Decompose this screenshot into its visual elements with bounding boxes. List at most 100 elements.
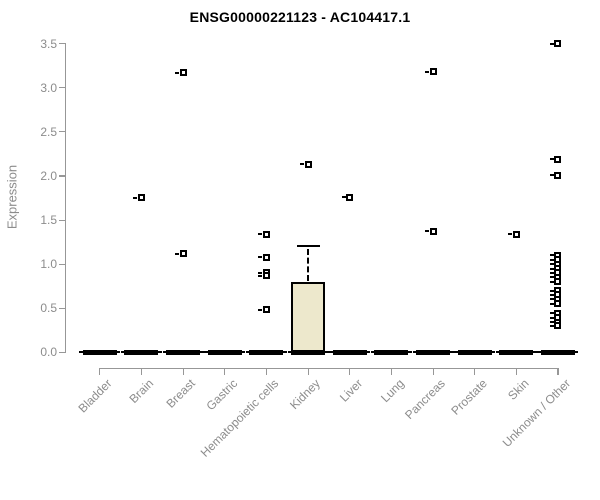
outlier-dash (425, 230, 429, 233)
median-bar (249, 349, 284, 355)
outlier-point (262, 230, 270, 238)
y-tick-mark (59, 131, 65, 133)
outlier-dash (549, 158, 554, 161)
outlier-dash (258, 256, 263, 259)
median-tail (245, 351, 250, 354)
x-tick-mark (515, 368, 517, 375)
x-axis-line (99, 368, 559, 370)
outlier-point (137, 194, 145, 202)
y-tick-label: 3.0 (40, 80, 57, 95)
outlier-dash (549, 316, 554, 319)
median-tail (120, 351, 125, 354)
median-tail (450, 351, 454, 354)
outlier-point (304, 160, 312, 168)
outlier-dash (508, 233, 513, 236)
x-tick-label: Hematopoietic cells (198, 376, 282, 460)
outlier-dash (549, 321, 554, 324)
outlier-dash (549, 267, 554, 270)
y-tick-mark (59, 219, 65, 221)
y-tick-label: 2.0 (40, 168, 57, 183)
y-axis-line (65, 43, 67, 354)
x-tick-label: Gastric (203, 376, 240, 414)
x-tick-label: Kidney (287, 376, 324, 413)
x-tick-mark (349, 368, 351, 375)
median-tail (366, 351, 371, 354)
box (291, 281, 326, 353)
median-tail (454, 351, 458, 354)
x-tick-label: Lung (377, 376, 407, 406)
median-bar (374, 349, 409, 355)
median-tail (325, 351, 329, 354)
outlier-point (262, 272, 270, 280)
outlier-dash (549, 271, 554, 274)
y-tick-mark (59, 175, 65, 177)
median-tail (537, 351, 541, 354)
outlier-dash (549, 42, 554, 45)
outlier-dash (549, 289, 554, 292)
outlier-point (554, 40, 562, 48)
outlier-point (554, 171, 562, 179)
outlier-dash (549, 258, 554, 261)
outlier-dash (549, 276, 554, 279)
whisker-line (307, 249, 310, 281)
outlier-dash (258, 233, 263, 236)
median-bar (332, 349, 367, 355)
outlier-point (429, 68, 437, 76)
outlier-point (262, 253, 270, 261)
median-tail (370, 351, 375, 354)
median-tail (200, 351, 204, 354)
x-tick-mark (99, 368, 101, 375)
x-tick-mark (474, 368, 476, 375)
outlier-dash (549, 324, 554, 327)
y-tick-label: 0.5 (40, 301, 57, 316)
y-tick-mark (59, 263, 65, 265)
outlier-dash (258, 274, 263, 277)
y-tick-label: 3.5 (40, 36, 57, 51)
x-tick-label: Skin (505, 376, 532, 403)
median-bar (499, 349, 534, 355)
outlier-dash (549, 280, 554, 283)
y-axis-title: Expression (4, 164, 20, 230)
median-bar (124, 349, 159, 355)
outlier-dash (341, 196, 346, 199)
x-tick-mark (432, 368, 434, 375)
outlier-dash (258, 271, 263, 274)
outlier-point (179, 250, 187, 258)
median-bar (416, 349, 450, 355)
outlier-dash (175, 71, 180, 74)
median-tail (204, 351, 208, 354)
y-tick-mark (59, 43, 65, 45)
outlier-point (429, 227, 437, 235)
median-bar (540, 349, 575, 355)
median-tail (283, 351, 287, 354)
outlier-dash (549, 298, 554, 301)
median-tail (158, 351, 162, 354)
x-tick-label: Pancreas (402, 376, 449, 423)
whisker-cap (296, 245, 320, 248)
median-tail (162, 351, 167, 354)
outlier-point (554, 278, 562, 286)
y-tick-label: 1.0 (40, 257, 57, 272)
median-tail (412, 351, 416, 354)
outlier-dash (175, 252, 180, 255)
y-tick-mark (59, 307, 65, 309)
median-bar (291, 349, 326, 355)
median-tail (491, 351, 496, 354)
x-tick-label: Breast (163, 376, 199, 411)
median-bar (166, 349, 201, 355)
y-tick-label: 1.5 (40, 213, 57, 227)
median-bar (207, 349, 242, 355)
outlier-point (346, 193, 354, 201)
median-bar (82, 349, 117, 355)
y-tick-label: 0.0 (40, 345, 57, 360)
outlier-dash (258, 308, 263, 311)
x-tick-label: Bladder (75, 376, 116, 416)
x-tick-mark (140, 368, 143, 375)
outlier-dash (549, 174, 554, 177)
chart-title: ENSG00000221123 - AC104417.1 (189, 9, 411, 25)
outlier-dash (549, 263, 554, 266)
outlier-dash (133, 196, 138, 199)
median-tail (408, 351, 412, 354)
median-tail (116, 351, 121, 354)
